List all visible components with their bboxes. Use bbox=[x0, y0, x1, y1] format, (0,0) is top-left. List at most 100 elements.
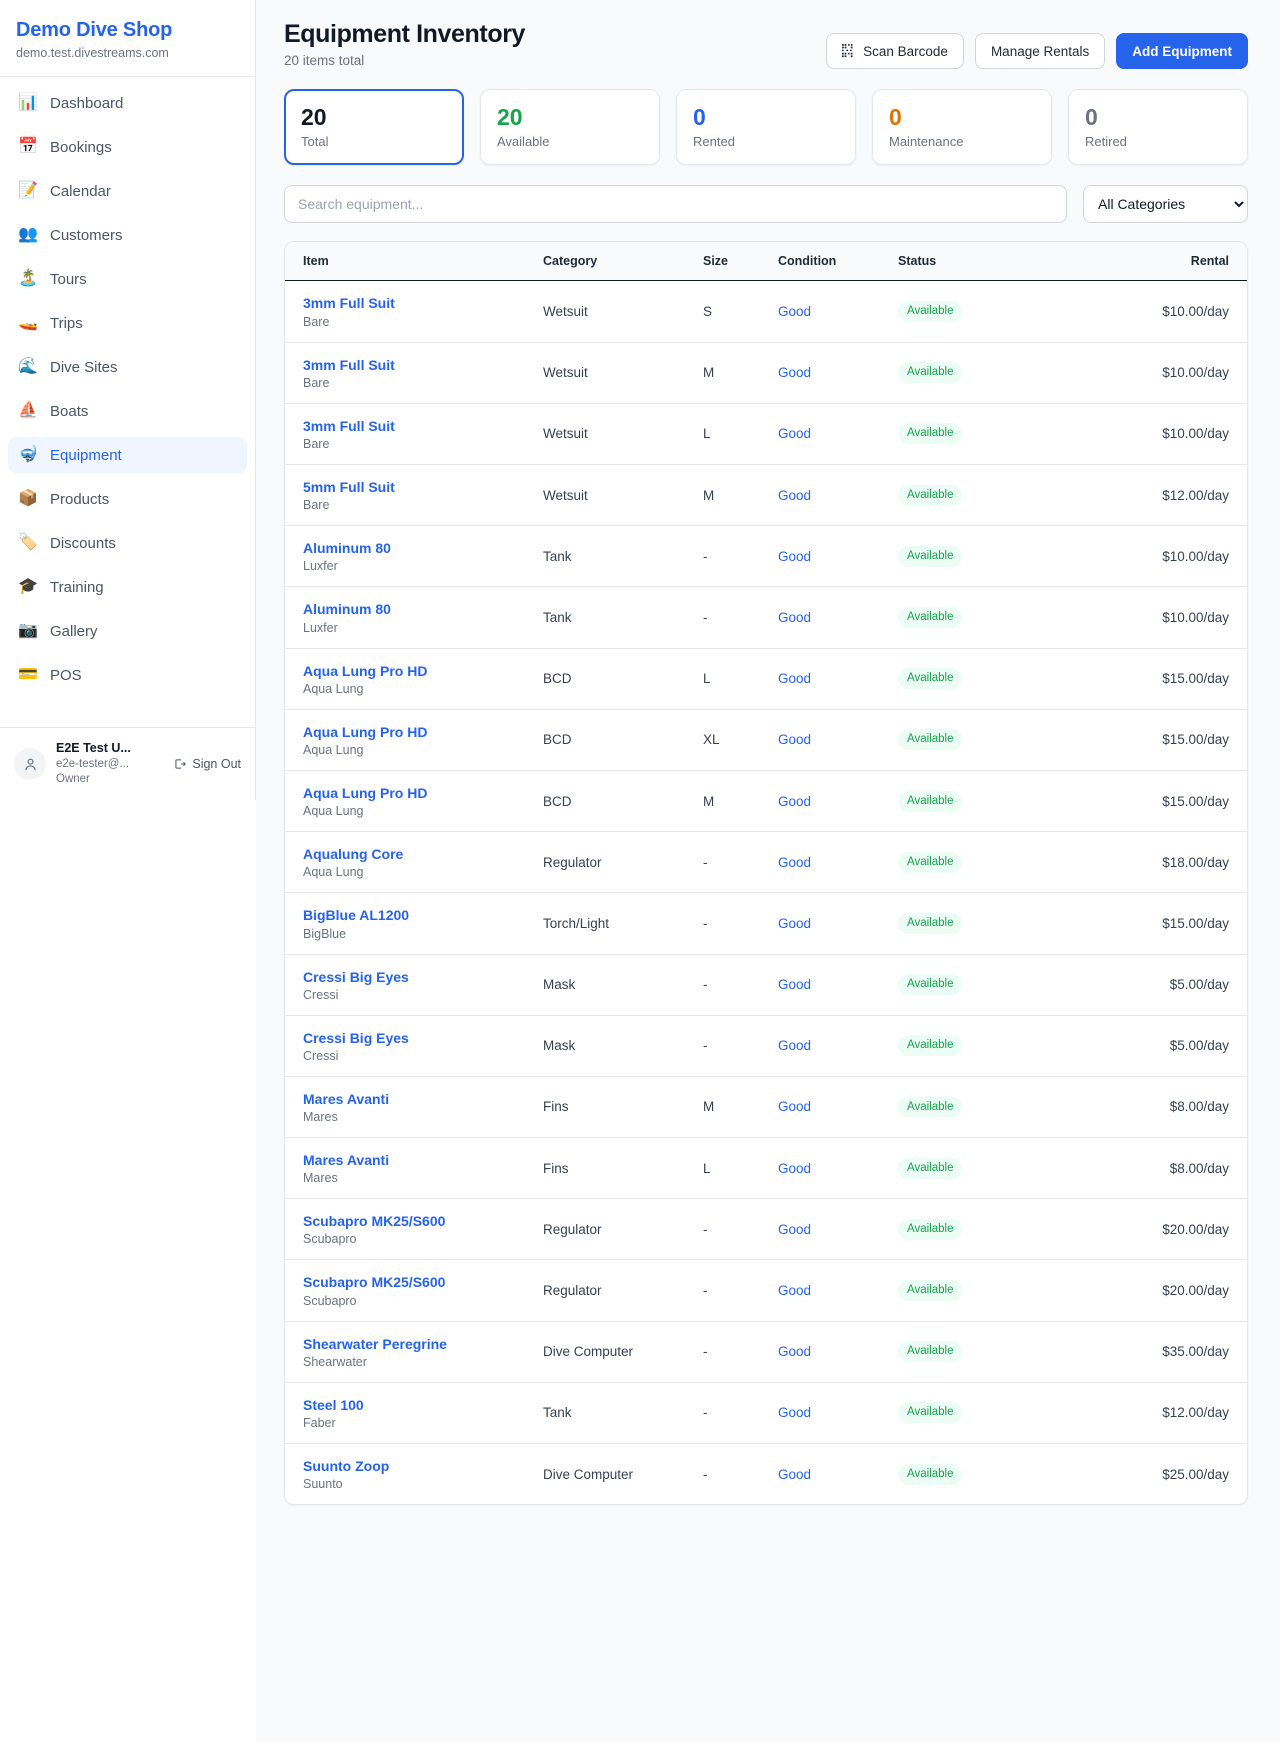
item-link[interactable]: Cressi Big Eyes bbox=[303, 968, 409, 985]
stat-card-available[interactable]: 20 Available bbox=[480, 89, 660, 166]
item-link[interactable]: Scubapro MK25/S600 bbox=[303, 1274, 446, 1291]
item-link[interactable]: Shearwater Peregrine bbox=[303, 1335, 447, 1352]
sidebar-item-calendar[interactable]: 📝 Calendar bbox=[8, 173, 247, 209]
table-row[interactable]: Scubapro MK25/S600 Scubapro Regulator - Good… bbox=[285, 1259, 1247, 1322]
condition-link[interactable]: Good bbox=[778, 732, 812, 748]
condition-link[interactable]: Good bbox=[778, 915, 812, 931]
cell-category: Wetsuit bbox=[535, 342, 695, 404]
condition-link[interactable]: Good bbox=[778, 1221, 812, 1237]
table-row[interactable]: Mares Avanti Mares Fins M Good Available $8.00… bbox=[285, 1076, 1247, 1139]
item-link[interactable]: BigBlue AL1200 bbox=[303, 907, 410, 924]
item-link[interactable]: Aqua Lung Pro HD bbox=[303, 662, 428, 679]
add-equipment-button[interactable]: Add Equipment bbox=[1116, 33, 1248, 69]
item-link[interactable]: Mares Avanti bbox=[303, 1152, 390, 1169]
cell-item: Aluminum 80 Luxfer bbox=[285, 586, 535, 649]
table-row[interactable]: Aqua Lung Pro HD Aqua Lung BCD M Good Availab… bbox=[285, 770, 1247, 833]
search-input[interactable] bbox=[284, 185, 1067, 224]
sidebar-item-dive-sites[interactable]: 🌊 Dive Sites bbox=[8, 349, 247, 385]
scan-barcode-button[interactable]: Scan Barcode bbox=[826, 33, 964, 69]
condition-link[interactable]: Good bbox=[778, 1099, 812, 1115]
condition-link[interactable]: Good bbox=[778, 793, 812, 809]
condition-link[interactable]: Good bbox=[778, 854, 812, 870]
cell-condition: Good bbox=[770, 648, 890, 710]
cell-status: Available bbox=[890, 831, 1010, 894]
item-link[interactable]: 3mm Full Suit bbox=[303, 417, 395, 434]
item-link[interactable]: 3mm Full Suit bbox=[303, 295, 395, 312]
stat-card-retired[interactable]: 0 Retired bbox=[1068, 89, 1248, 166]
sidebar-item-equipment[interactable]: 🤿 Equipment bbox=[8, 437, 247, 473]
table-row[interactable]: Cressi Big Eyes Cressi Mask - Good Available $… bbox=[285, 954, 1247, 1016]
item-link[interactable]: 5mm Full Suit bbox=[303, 479, 395, 495]
sidebar-item-tours[interactable]: 🏝️ Tours bbox=[8, 261, 247, 297]
item-link[interactable]: Suunto Zoop bbox=[303, 1458, 390, 1474]
condition-link[interactable]: Good bbox=[778, 1160, 812, 1176]
item-link[interactable]: Mares Avanti bbox=[303, 1090, 390, 1107]
cell-status: Available bbox=[890, 586, 1010, 649]
sign-out-button[interactable]: Sign Out bbox=[173, 757, 241, 771]
scan-barcode-label: Scan Barcode bbox=[863, 43, 948, 59]
sidebar-item-dashboard[interactable]: 📊 Dashboard bbox=[8, 85, 247, 121]
condition-link[interactable]: Good bbox=[778, 548, 812, 564]
table-row[interactable]: 5mm Full Suit Bare Wetsuit M Good Available $1… bbox=[285, 464, 1247, 527]
item-link[interactable]: Aqua Lung Pro HD bbox=[303, 723, 428, 740]
stat-card-rented[interactable]: 0 Rented bbox=[676, 89, 856, 166]
table-row[interactable]: Steel 100 Faber Tank - Good Available $12.00/d… bbox=[285, 1382, 1247, 1445]
category-select[interactable]: All Categories bbox=[1083, 185, 1248, 224]
table-row[interactable]: Aluminum 80 Luxfer Tank - Good Available $10.0… bbox=[285, 586, 1247, 649]
condition-link[interactable]: Good bbox=[778, 426, 812, 442]
status-badge: Available bbox=[898, 545, 963, 567]
condition-link[interactable]: Good bbox=[778, 304, 812, 320]
sidebar-item-discounts[interactable]: 🏷️ Discounts bbox=[8, 525, 247, 561]
table-row[interactable]: Scubapro MK25/S600 Scubapro Regulator - Good… bbox=[285, 1198, 1247, 1261]
condition-link[interactable]: Good bbox=[778, 977, 812, 993]
sidebar-item-gallery[interactable]: 📷 Gallery bbox=[8, 613, 247, 649]
item-link[interactable]: Cressi Big Eyes bbox=[303, 1029, 409, 1046]
stat-card-maintenance[interactable]: 0 Maintenance bbox=[872, 89, 1052, 166]
stat-card-total[interactable]: 20 Total bbox=[284, 89, 464, 166]
condition-link[interactable]: Good bbox=[778, 1038, 812, 1054]
item-link[interactable]: Aqua Lung Pro HD bbox=[303, 784, 428, 801]
table-row[interactable]: BigBlue AL1200 BigBlue Torch/Light - Good Ava… bbox=[285, 892, 1247, 955]
item-link[interactable]: Aluminum 80 bbox=[303, 540, 391, 557]
table-row[interactable]: Suunto Zoop Suunto Dive Computer - Good Avail… bbox=[285, 1444, 1247, 1505]
table-row[interactable]: Aluminum 80 Luxfer Tank - Good Available $10.0… bbox=[285, 525, 1247, 588]
sidebar-item-training[interactable]: 🎓 Training bbox=[8, 569, 247, 605]
header-actions: Scan Barcode Manage Rentals Add Equipmen… bbox=[826, 20, 1248, 69]
item-link[interactable]: 3mm Full Suit bbox=[303, 356, 395, 373]
table-row[interactable]: 3mm Full Suit Bare Wetsuit M Good Available $1… bbox=[285, 342, 1247, 404]
sidebar-item-bookings[interactable]: 📅 Bookings bbox=[8, 129, 247, 165]
table-row[interactable]: Aqualung Core Aqua Lung Regulator - Good Avai… bbox=[285, 831, 1247, 894]
table-row[interactable]: 3mm Full Suit Bare Wetsuit L Good Available $1… bbox=[285, 403, 1247, 466]
condition-link[interactable]: Good bbox=[778, 487, 812, 503]
condition-link[interactable]: Good bbox=[778, 1466, 812, 1482]
cell-category: Tank bbox=[535, 525, 695, 588]
sidebar-item-products[interactable]: 📦 Products bbox=[8, 481, 247, 517]
table-row[interactable]: Aqua Lung Pro HD Aqua Lung BCD L Good Availab… bbox=[285, 648, 1247, 710]
cell-size: - bbox=[695, 892, 770, 955]
item-link[interactable]: Aluminum 80 bbox=[303, 601, 391, 618]
cell-category: Tank bbox=[535, 586, 695, 649]
table-row[interactable]: Shearwater Peregrine Shearwater Dive Compu… bbox=[285, 1321, 1247, 1383]
condition-link[interactable]: Good bbox=[778, 609, 812, 625]
sidebar-item-customers[interactable]: 👥 Customers bbox=[8, 217, 247, 253]
item-brand: Luxfer bbox=[303, 559, 338, 574]
manage-rentals-button[interactable]: Manage Rentals bbox=[974, 33, 1106, 69]
item-link[interactable]: Aqualung Core bbox=[303, 846, 404, 863]
table-row[interactable]: Cressi Big Eyes Cressi Mask - Good Available $… bbox=[285, 1015, 1247, 1077]
column-header-item: Item bbox=[285, 242, 535, 282]
table-row[interactable]: 3mm Full Suit Bare Wetsuit S Good Available $1… bbox=[285, 280, 1247, 343]
condition-link[interactable]: Good bbox=[778, 1405, 812, 1421]
table-row[interactable]: Mares Avanti Mares Fins L Good Available $8.00… bbox=[285, 1137, 1247, 1200]
condition-link[interactable]: Good bbox=[778, 671, 812, 687]
table-row[interactable]: Aqua Lung Pro HD Aqua Lung BCD XL Good Availa… bbox=[285, 709, 1247, 771]
sidebar-item-pos[interactable]: 💳 POS bbox=[8, 657, 247, 693]
item-link[interactable]: Steel 100 bbox=[303, 1396, 364, 1413]
sidebar-item-trips[interactable]: 🚤 Trips bbox=[8, 305, 247, 341]
item-link[interactable]: Scubapro MK25/S600 bbox=[303, 1213, 446, 1230]
brand-block[interactable]: Demo Dive Shop demo.test.divestreams.com bbox=[0, 0, 255, 77]
condition-link[interactable]: Good bbox=[778, 1283, 812, 1299]
sidebar-item-boats[interactable]: ⛵ Boats bbox=[8, 393, 247, 429]
cell-rental: $15.00/day bbox=[1010, 892, 1247, 955]
condition-link[interactable]: Good bbox=[778, 1344, 812, 1360]
condition-link[interactable]: Good bbox=[778, 365, 812, 381]
